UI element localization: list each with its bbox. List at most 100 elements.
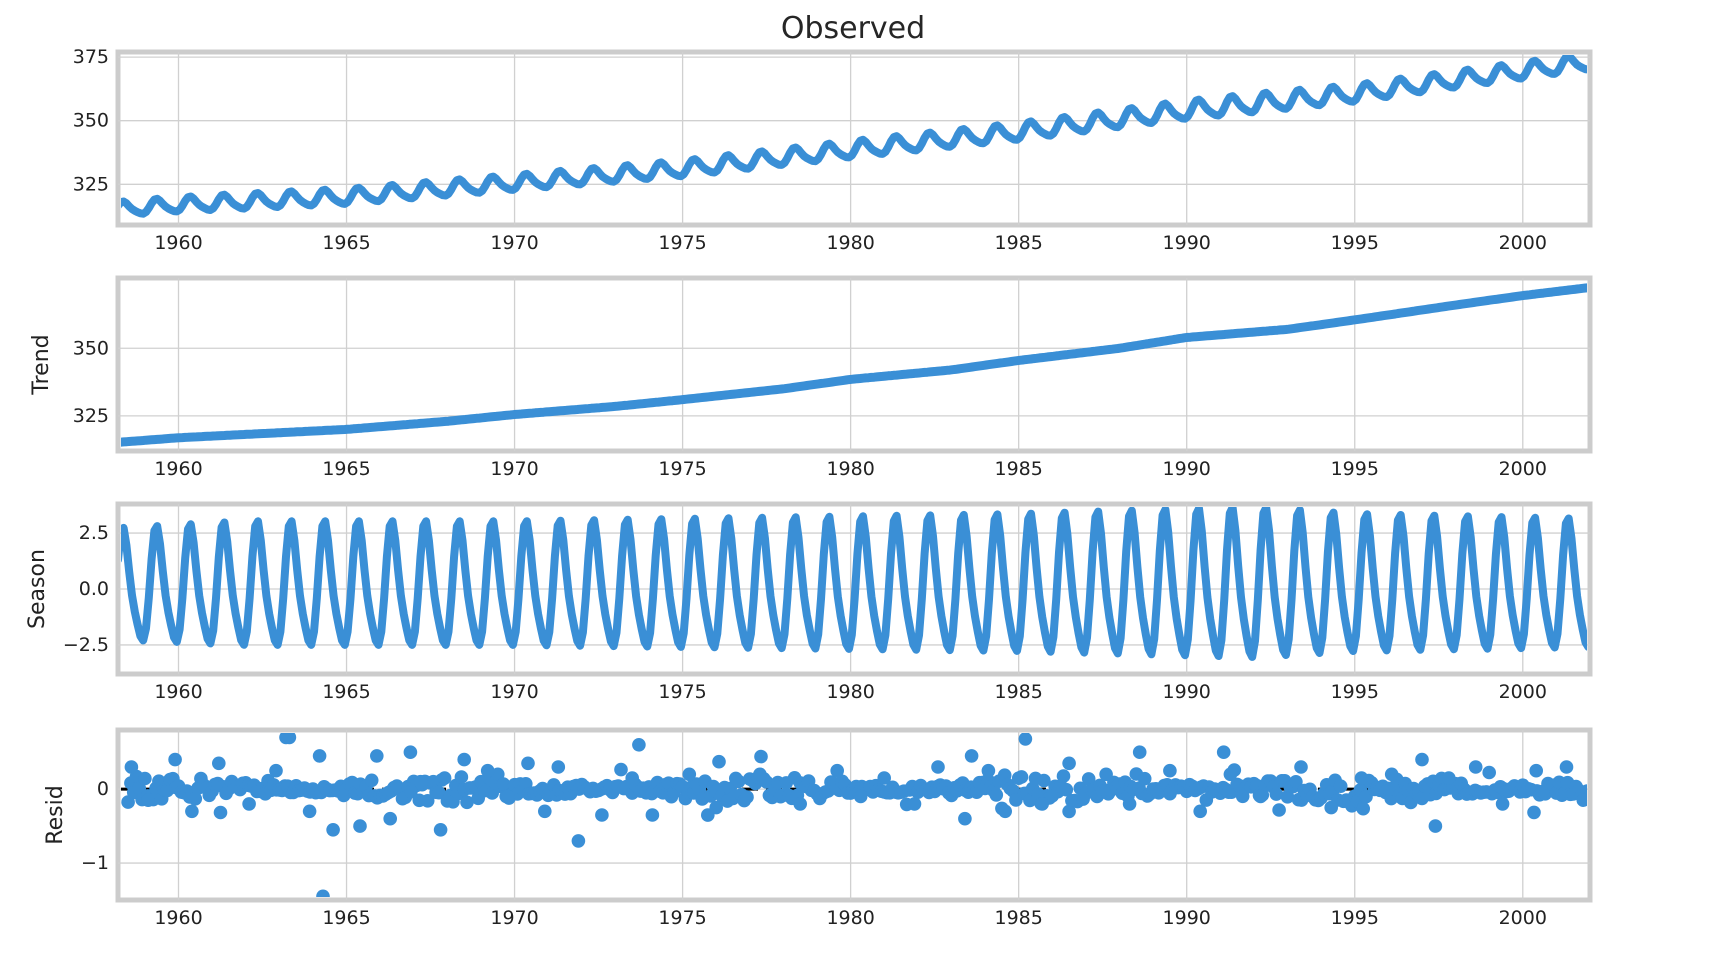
season-panel: 1960 1965 1970 1975 1980 1985 1990 1995 2000 2.5 0… [25, 501, 1593, 703]
resid-point [753, 767, 767, 782]
resid-point [1059, 782, 1074, 797]
resid-point [212, 756, 226, 771]
trend-x-tick-label: 1985 [994, 458, 1042, 480]
resid-point [433, 823, 448, 837]
resid-point [1193, 804, 1207, 819]
resid-x-tick-label: 1980 [826, 907, 874, 929]
resid-point [403, 745, 418, 759]
resid-panel: 1960 1965 1970 1975 1980 1985 1990 1995 2000 0 −1 R… [43, 727, 1593, 929]
resid-point [998, 804, 1012, 819]
season-x-tick-label: 1970 [490, 681, 538, 703]
resid-point [538, 804, 552, 819]
resid-point [712, 754, 726, 769]
resid-point [213, 805, 228, 820]
observed-x-tick-label: 1975 [658, 232, 706, 254]
resid-point [632, 738, 646, 752]
trend-y-tick-label: 325 [73, 405, 109, 427]
resid-point [625, 771, 639, 785]
resid-point [989, 788, 1004, 802]
resid-y-axis-label: Resid [43, 785, 68, 844]
resid-point [138, 771, 152, 786]
resid-point [460, 795, 474, 810]
resid-outlier-point [316, 889, 330, 897]
resid-point [1223, 767, 1238, 782]
resid-point [1272, 803, 1286, 817]
observed-x-tick-label: 1970 [490, 232, 538, 254]
resid-point [454, 770, 469, 784]
resid-point [1081, 772, 1096, 786]
trend-x-tick-label: 1970 [490, 458, 538, 480]
resid-point [501, 789, 515, 804]
trend-x-tick-label: 1965 [322, 458, 370, 480]
resid-point [269, 763, 283, 778]
resid-y-tick-label: 0 [97, 778, 109, 800]
observed-x-tick-label: 2000 [1499, 232, 1547, 254]
trend-x-tick-label: 1980 [826, 458, 874, 480]
resid-point [1527, 805, 1541, 820]
trend-series-line [121, 283, 1587, 447]
season-x-tick-label: 1985 [994, 681, 1042, 703]
resid-point [420, 794, 435, 808]
resid-point [141, 793, 155, 807]
observed-y-tick-label: 325 [73, 173, 109, 195]
observed-x-tick-label: 1965 [322, 232, 370, 254]
observed-panel: 1960 1965 1970 1975 1980 1985 1990 1995 2000 325 3… [73, 46, 1593, 254]
trend-x-tick-label: 2000 [1499, 458, 1547, 480]
resid-point [185, 804, 199, 819]
resid-point [1137, 771, 1152, 786]
resid-point [1294, 760, 1308, 774]
trend-axes-frame [115, 275, 1593, 454]
observed-x-tick-label: 1960 [154, 232, 202, 254]
resid-point [521, 756, 535, 771]
resid-point [1576, 793, 1587, 807]
resid-point [1132, 745, 1147, 759]
resid-point [312, 749, 327, 763]
resid-point [793, 797, 807, 811]
resid-point [1035, 797, 1049, 811]
season-x-tick-label: 1990 [1163, 681, 1211, 703]
resid-point [1428, 819, 1443, 833]
observed-series-line [121, 55, 1587, 218]
resid-point [457, 752, 472, 767]
observed-x-tick-label: 1985 [994, 232, 1042, 254]
resid-point [1468, 760, 1483, 774]
observed-y-tick-label: 375 [73, 46, 109, 68]
resid-point [480, 763, 495, 778]
resid-point [413, 774, 428, 789]
resid-point [1442, 771, 1456, 785]
season-y-tick-label: −2.5 [63, 634, 109, 656]
season-x-tick-label: 1960 [154, 681, 202, 703]
resid-point [907, 797, 922, 811]
season-y-tick-label: 2.5 [79, 522, 109, 544]
season-x-tick-label: 2000 [1499, 681, 1547, 703]
trend-x-tick-label: 1990 [1163, 458, 1211, 480]
resid-point [682, 767, 697, 782]
season-y-axis-label: Season [25, 549, 50, 629]
resid-point [595, 808, 609, 822]
resid-point [981, 763, 996, 778]
resid-point [1482, 765, 1496, 780]
resid-point [709, 800, 723, 815]
resid-point [754, 749, 768, 764]
observed-x-tick-label: 1990 [1163, 232, 1211, 254]
resid-point [1122, 797, 1137, 811]
resid-y-tick-label: −1 [81, 852, 109, 874]
resid-point [432, 785, 446, 800]
resid-point [1253, 789, 1268, 804]
resid-point [830, 763, 844, 778]
resid-point [188, 792, 203, 806]
trend-x-tick-label: 1995 [1331, 458, 1379, 480]
resid-point [1062, 804, 1076, 819]
resid-x-tick-label: 1985 [994, 907, 1042, 929]
resid-point [614, 762, 628, 777]
resid-point [1062, 756, 1076, 771]
subplot-panels: 1960 1965 1970 1975 1980 1985 1990 1995 2000 325 3… [25, 46, 1593, 929]
season-plot-area [121, 507, 1587, 661]
resid-x-tick-label: 1990 [1163, 907, 1211, 929]
resid-point [437, 771, 452, 785]
trend-plot-area [121, 283, 1587, 447]
figure-title: Observed [781, 11, 925, 46]
resid-point [353, 819, 367, 833]
resid-point [551, 760, 566, 774]
